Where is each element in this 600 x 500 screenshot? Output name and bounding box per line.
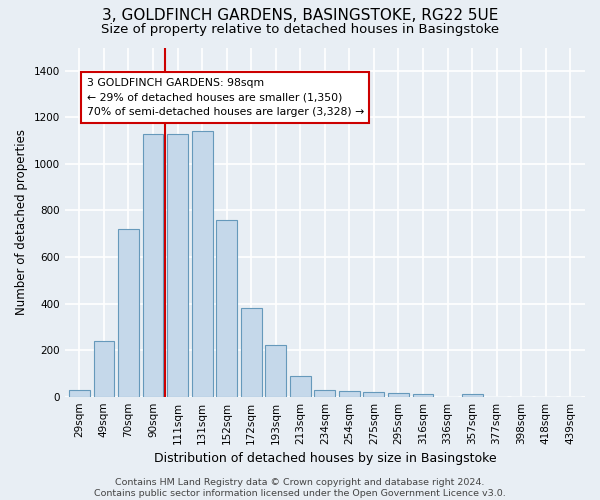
Bar xyxy=(69,390,90,396)
Bar xyxy=(118,229,139,396)
X-axis label: Distribution of detached houses by size in Basingstoke: Distribution of detached houses by size … xyxy=(154,452,496,465)
Text: Contains HM Land Registry data © Crown copyright and database right 2024.
Contai: Contains HM Land Registry data © Crown c… xyxy=(94,478,506,498)
Bar xyxy=(167,134,188,396)
Bar xyxy=(413,394,433,396)
Bar xyxy=(314,390,335,396)
Text: 3, GOLDFINCH GARDENS, BASINGSTOKE, RG22 5UE: 3, GOLDFINCH GARDENS, BASINGSTOKE, RG22 … xyxy=(102,8,498,22)
Bar xyxy=(461,394,482,396)
Bar xyxy=(191,132,212,396)
Bar xyxy=(216,220,237,396)
Bar xyxy=(388,393,409,396)
Text: Size of property relative to detached houses in Basingstoke: Size of property relative to detached ho… xyxy=(101,22,499,36)
Bar xyxy=(364,392,385,396)
Bar xyxy=(290,376,311,396)
Bar xyxy=(339,391,360,396)
Y-axis label: Number of detached properties: Number of detached properties xyxy=(15,129,28,315)
Text: 3 GOLDFINCH GARDENS: 98sqm
← 29% of detached houses are smaller (1,350)
70% of s: 3 GOLDFINCH GARDENS: 98sqm ← 29% of deta… xyxy=(87,78,364,118)
Bar xyxy=(143,134,163,396)
Bar xyxy=(241,308,262,396)
Bar xyxy=(94,341,115,396)
Bar xyxy=(265,346,286,397)
